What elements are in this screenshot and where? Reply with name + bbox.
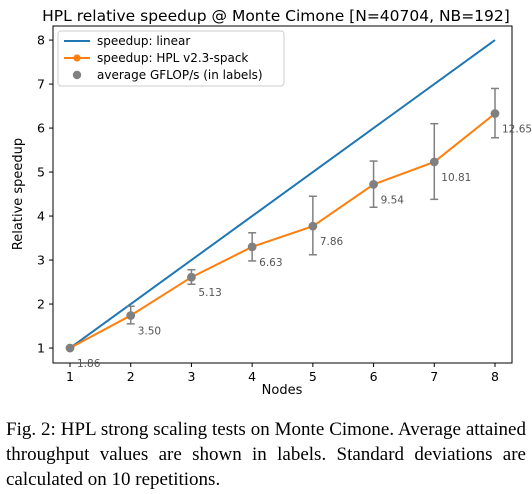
linear-speedup-line xyxy=(69,39,496,349)
x-tick-label: 8 xyxy=(491,369,499,384)
hpl-speedup-line xyxy=(69,112,496,349)
y-axis-label: Relative speedup xyxy=(11,138,26,250)
gflops-data-label: 3.50 xyxy=(138,325,161,337)
legend-marker-gflops xyxy=(72,70,82,80)
gflops-data-label: 10.81 xyxy=(441,172,471,184)
x-tick-label: 1 xyxy=(66,369,74,384)
average-gflops-marker xyxy=(247,242,257,252)
legend-marker-hpl xyxy=(73,54,81,62)
x-tick-label: 3 xyxy=(187,369,195,384)
x-axis-label: Nodes xyxy=(262,383,303,398)
average-gflops-marker xyxy=(490,109,500,118)
speedup-chart: HPL relative speedup @ Monte Cimone [N=4… xyxy=(11,7,532,398)
gflops-data-label: 12.65 xyxy=(502,124,532,136)
gflops-data-label: 7.86 xyxy=(320,236,344,248)
y-tick-label: 6 xyxy=(37,121,45,136)
gflops-data-label: 1.86 xyxy=(77,358,101,370)
gflops-data-label: 6.63 xyxy=(259,257,282,269)
gflops-data-label: 5.13 xyxy=(198,287,221,299)
y-tick-label: 5 xyxy=(37,165,45,180)
legend-label-hpl: speedup: HPL v2.3-spack xyxy=(97,51,248,65)
average-gflops-marker xyxy=(65,343,75,353)
y-tick-label: 3 xyxy=(37,253,45,268)
legend: speedup: linear speedup: HPL v2.3-spack … xyxy=(57,30,285,87)
x-tick-label: 6 xyxy=(370,369,378,384)
y-tick-label: 2 xyxy=(37,297,45,312)
average-gflops-marker xyxy=(126,311,136,320)
plot-series: 1.86 3.50 5.13 6.63 7.86 9.54 10.81 12.65 xyxy=(65,39,532,370)
average-gflops-marker xyxy=(429,157,439,167)
legend-box xyxy=(57,30,285,87)
chart-title: HPL relative speedup @ Monte Cimone [N=4… xyxy=(42,7,510,25)
gflops-data-label: 9.54 xyxy=(381,194,405,206)
y-tick-label: 7 xyxy=(37,77,45,92)
legend-label-linear: speedup: linear xyxy=(97,34,190,48)
average-gflops-marker xyxy=(308,221,318,231)
y-tick-label: 4 xyxy=(37,209,45,224)
x-axis: 1 2 3 4 5 6 7 8 xyxy=(66,363,499,384)
y-tick-label: 1 xyxy=(37,341,45,356)
figure-caption: Fig. 2: HPL strong scaling tests on Mont… xyxy=(6,419,526,490)
legend-label-gflops: average GFLOP/s (in labels) xyxy=(97,68,263,82)
x-tick-label: 4 xyxy=(248,369,256,384)
y-tick-label: 8 xyxy=(37,33,45,48)
y-axis: 1 2 3 4 5 6 7 8 xyxy=(37,33,53,356)
x-tick-label: 5 xyxy=(309,369,317,384)
x-tick-label: 2 xyxy=(127,369,135,384)
plot-frame xyxy=(52,25,513,364)
average-gflops-marker xyxy=(187,272,196,282)
x-tick-label: 7 xyxy=(430,369,438,384)
average-gflops-marker xyxy=(369,179,378,189)
